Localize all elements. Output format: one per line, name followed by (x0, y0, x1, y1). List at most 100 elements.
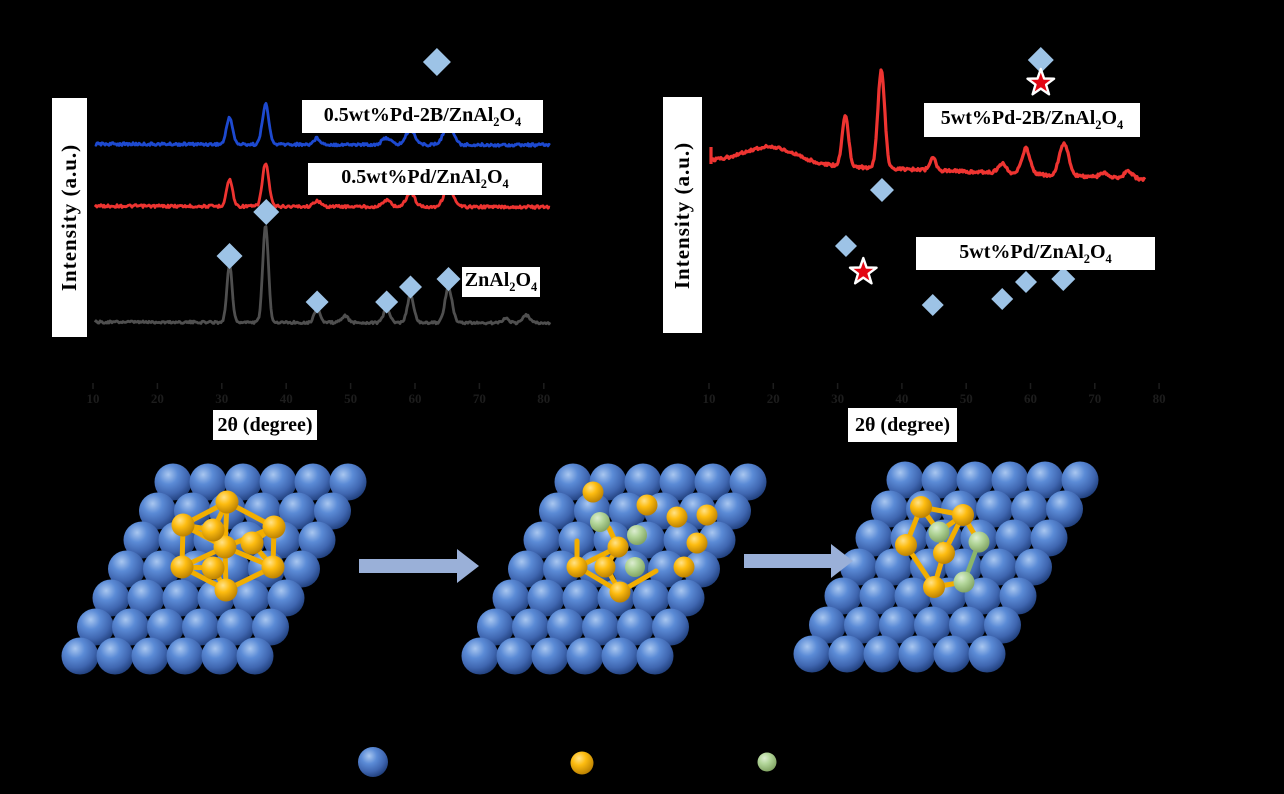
support-atom (624, 463, 662, 501)
pd-atom (952, 504, 974, 526)
support-atom (855, 519, 893, 557)
support-atom (729, 463, 767, 501)
support-atom (886, 461, 924, 499)
support-atom (512, 608, 549, 646)
right-y-axis-label-box: Intensity (a.u.) (663, 97, 702, 333)
support-atom (968, 635, 1006, 673)
support-atom (698, 521, 736, 559)
support-atom (648, 550, 685, 588)
support-atom (123, 521, 161, 559)
x-tick-label: 80 (1152, 391, 1166, 406)
pd-atom (201, 556, 225, 580)
xrd-curve (93, 225, 552, 326)
support-atom (980, 548, 1017, 586)
support-atom (859, 577, 897, 615)
diamond-marker-icon (305, 290, 329, 314)
support-atom (1061, 461, 1099, 499)
support-atom (683, 550, 720, 588)
support-atom (259, 463, 297, 501)
support-atom (232, 579, 270, 617)
support-atom (201, 637, 239, 675)
series-label: ZnAl2O4 (464, 269, 538, 294)
support-atom (844, 606, 881, 644)
diamond-marker-icon (834, 235, 857, 257)
support-atom (562, 579, 600, 617)
x-tick-label: 10 (702, 391, 716, 406)
pd-atom (594, 556, 616, 578)
x-tick-label: 50 (959, 391, 973, 406)
support-atom (96, 637, 134, 675)
support-atom (840, 548, 877, 586)
diamond-marker-icon (1014, 271, 1037, 293)
x-tick-label: 20 (150, 391, 164, 406)
x-tick-label: 40 (895, 391, 909, 406)
support-atom (279, 492, 316, 530)
support-atom (956, 461, 994, 499)
support-atom (329, 463, 367, 501)
support-atom (1011, 490, 1048, 528)
support-atom (554, 463, 592, 501)
left-y-axis-label-box: Intensity (a.u.) (52, 98, 87, 337)
xrd-curve (93, 162, 551, 210)
pd-atom (696, 504, 718, 526)
series-label-box: 5wt%Pd/ZnAl2O4 (916, 237, 1155, 270)
diamond-marker-icon (422, 48, 451, 76)
support-atom (236, 637, 274, 675)
support-atom (667, 579, 705, 617)
support-atom (1026, 461, 1064, 499)
support-atom (127, 579, 165, 617)
support-atom (984, 606, 1021, 644)
diamond-marker-icon (375, 290, 399, 314)
b-atom (625, 557, 645, 577)
pd-atom (566, 556, 588, 578)
b-atom (968, 531, 990, 553)
support-atom (61, 637, 99, 675)
support-atom (898, 635, 936, 673)
support-atom (694, 463, 732, 501)
pd-atom (171, 513, 195, 537)
support-atom (894, 577, 932, 615)
support-atom (609, 492, 646, 530)
support-atom (995, 519, 1033, 557)
support-atom (531, 637, 569, 675)
diamond-marker-icon (991, 288, 1014, 310)
support-atom (875, 548, 912, 586)
support-atom (999, 577, 1037, 615)
series-label-box: 0.5wt%Pd/ZnAl2O4 (308, 163, 542, 195)
pd-atom (686, 532, 708, 554)
pd-atom (923, 576, 945, 598)
support-atom (617, 608, 654, 646)
x-tick-label: 30 (215, 391, 229, 406)
x-tick-label: 80 (537, 391, 551, 406)
x-tick-label: 60 (1024, 391, 1037, 406)
support-atom (267, 579, 305, 617)
support-atom (182, 608, 219, 646)
series-label: 5wt%Pd/ZnAl2O4 (959, 240, 1112, 266)
star-marker-icon (848, 256, 878, 285)
chart-left-xrd (92, 48, 552, 389)
support-atom (298, 521, 336, 559)
diamond-marker-icon (253, 199, 280, 225)
support-atom (461, 637, 499, 675)
b-atom (953, 571, 975, 593)
series-label-box: ZnAl2O4 (462, 267, 540, 297)
right-y-axis-label: Intensity (a.u.) (670, 141, 695, 289)
pd-atom (910, 496, 932, 518)
pd-atom (262, 515, 286, 539)
support-atom (217, 608, 254, 646)
pd-atom (582, 481, 604, 503)
legend-b-atom-sphere (757, 752, 777, 772)
support-atom (147, 608, 184, 646)
support-atom (224, 463, 262, 501)
panel-pd-b-alloy-cluster (793, 461, 1099, 673)
x-tick-label: 20 (766, 391, 780, 406)
diamond-marker-icon (1027, 47, 1054, 73)
support-atom (213, 550, 250, 588)
support-atom (636, 637, 674, 675)
support-atom (964, 577, 1002, 615)
star-marker-icon (1026, 67, 1056, 96)
support-atom (601, 637, 639, 675)
pd-atom (215, 490, 239, 514)
support-atom (1046, 490, 1083, 528)
